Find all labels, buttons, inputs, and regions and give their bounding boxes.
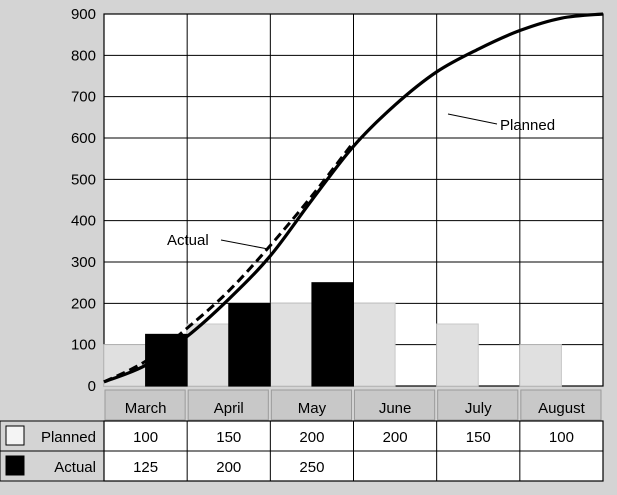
planned-line-label: Planned <box>500 117 555 134</box>
cumulative-lines <box>103 12 604 384</box>
actual-leader-line <box>220 239 269 250</box>
category-header-cell <box>437 389 519 421</box>
category-header-cell <box>520 389 602 421</box>
legend-swatch-planned <box>5 425 25 446</box>
y-tick-label: 500 <box>71 171 96 188</box>
line-actual-cumulative <box>103 141 355 384</box>
x-category-label: April <box>214 400 244 417</box>
y-tick-label: 200 <box>71 295 96 312</box>
data-table: Planned 100 150 200 200 150 100 Actual 125 200 250 <box>0 420 604 482</box>
line-planned-cumulative <box>103 12 604 384</box>
bar-planned-april <box>186 323 230 387</box>
y-axis-ticks: 0 100 200 300 400 500 600 700 800 900 <box>71 6 96 395</box>
bar-planned-may <box>269 302 313 387</box>
x-category-label: July <box>465 400 492 417</box>
legend-swatch-actual <box>5 455 25 476</box>
bar-actual-may <box>311 282 354 387</box>
category-header-cell <box>104 389 186 421</box>
planned-leader-line <box>447 113 498 125</box>
x-axis-categories: March April May June July August <box>104 389 602 421</box>
annotations: Planned Actual <box>167 113 555 250</box>
y-tick-label: 100 <box>71 337 96 354</box>
y-tick-label: 600 <box>71 130 96 147</box>
bar-planned-july <box>436 323 479 387</box>
table-cell: 150 <box>216 429 241 446</box>
x-category-label: June <box>379 400 412 417</box>
bar-planned-june <box>353 302 396 387</box>
y-tick-label: 800 <box>71 47 96 64</box>
actual-line-label: Actual <box>167 232 209 249</box>
table-cell: 100 <box>133 429 158 446</box>
x-category-label: March <box>125 400 167 417</box>
legend-label-actual: Actual <box>54 459 96 476</box>
y-tick-label: 700 <box>71 89 96 106</box>
table-cell: 200 <box>299 429 324 446</box>
table-cell: 250 <box>299 459 324 476</box>
bar-planned-august <box>519 344 562 387</box>
x-category-label: May <box>298 400 327 417</box>
y-tick-label: 400 <box>71 213 96 230</box>
y-tick-label: 300 <box>71 254 96 271</box>
y-tick-label: 900 <box>71 6 96 23</box>
table-cell: 125 <box>133 459 158 476</box>
table-cell: 200 <box>216 459 241 476</box>
y-tick-label: 0 <box>88 378 96 395</box>
table-cell: 200 <box>383 429 408 446</box>
table-cell: 150 <box>466 429 491 446</box>
legend-label-planned: Planned <box>41 429 96 446</box>
category-header-cell <box>354 389 436 421</box>
bar-actual-april <box>228 302 271 387</box>
category-header-cell <box>187 389 269 421</box>
category-header-cell <box>270 389 353 421</box>
table-cell: 100 <box>549 429 574 446</box>
x-category-label: August <box>538 400 586 417</box>
